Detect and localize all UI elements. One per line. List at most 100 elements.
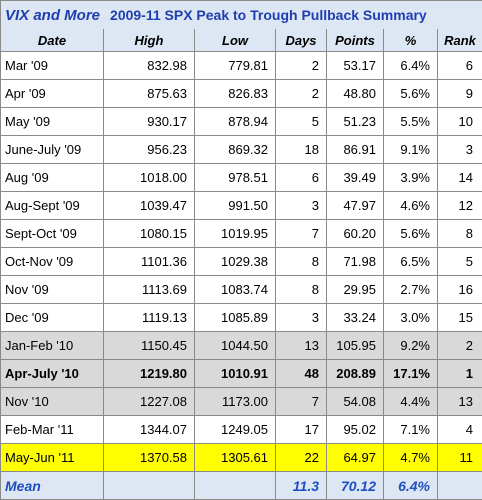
cell-points: 64.97 xyxy=(327,444,384,472)
mean-percent: 6.4% xyxy=(384,472,438,500)
cell-low: 1305.61 xyxy=(195,444,276,472)
mean-days: 11.3 xyxy=(276,472,327,500)
cell-high: 1080.15 xyxy=(104,220,195,248)
cell-percent: 5.6% xyxy=(384,220,438,248)
cell-points: 105.95 xyxy=(327,332,384,360)
cell-points: 33.24 xyxy=(327,304,384,332)
cell-rank: 12 xyxy=(438,192,482,220)
table-title: VIX and More 2009-11 SPX Peak to Trough P… xyxy=(1,1,482,30)
cell-date: Feb-Mar '11 xyxy=(1,416,104,444)
cell-high: 1101.36 xyxy=(104,248,195,276)
cell-date: Jan-Feb '10 xyxy=(1,332,104,360)
cell-high: 1219.80 xyxy=(104,360,195,388)
cell-high: 1344.07 xyxy=(104,416,195,444)
cell-percent: 9.2% xyxy=(384,332,438,360)
cell-points: 208.89 xyxy=(327,360,384,388)
cell-percent: 3.9% xyxy=(384,164,438,192)
cell-points: 71.98 xyxy=(327,248,384,276)
cell-low: 878.94 xyxy=(195,108,276,136)
cell-percent: 17.1% xyxy=(384,360,438,388)
column-header-row: Date High Low Days Points % Rank xyxy=(1,29,482,52)
cell-percent: 4.6% xyxy=(384,192,438,220)
table-title-row: VIX and More 2009-11 SPX Peak to Trough P… xyxy=(1,1,482,30)
cell-date: Mar '09 xyxy=(1,52,104,80)
cell-date: Nov '10 xyxy=(1,388,104,416)
cell-points: 29.95 xyxy=(327,276,384,304)
header-rank: Rank xyxy=(438,29,482,52)
cell-percent: 3.0% xyxy=(384,304,438,332)
cell-days: 17 xyxy=(276,416,327,444)
header-points: Points xyxy=(327,29,384,52)
cell-low: 1044.50 xyxy=(195,332,276,360)
cell-date: Apr '09 xyxy=(1,80,104,108)
cell-rank: 8 xyxy=(438,220,482,248)
cell-date: Dec '09 xyxy=(1,304,104,332)
cell-high: 1113.69 xyxy=(104,276,195,304)
header-date: Date xyxy=(1,29,104,52)
cell-rank: 9 xyxy=(438,80,482,108)
cell-days: 8 xyxy=(276,248,327,276)
mean-high-empty xyxy=(104,472,195,500)
cell-points: 60.20 xyxy=(327,220,384,248)
cell-days: 2 xyxy=(276,80,327,108)
title-brand: VIX and More xyxy=(5,7,100,24)
cell-percent: 6.4% xyxy=(384,52,438,80)
cell-date: Apr-July '10 xyxy=(1,360,104,388)
cell-days: 6 xyxy=(276,164,327,192)
cell-date: Oct-Nov '09 xyxy=(1,248,104,276)
cell-low: 1085.89 xyxy=(195,304,276,332)
title-text: 2009-11 SPX Peak to Trough Pullback Summ… xyxy=(110,7,427,23)
cell-days: 2 xyxy=(276,52,327,80)
cell-rank: 15 xyxy=(438,304,482,332)
cell-percent: 2.7% xyxy=(384,276,438,304)
cell-rank: 16 xyxy=(438,276,482,304)
mean-row: Mean 11.3 70.12 6.4% xyxy=(1,472,482,500)
mean-points: 70.12 xyxy=(327,472,384,500)
cell-low: 1029.38 xyxy=(195,248,276,276)
cell-high: 1018.00 xyxy=(104,164,195,192)
cell-high: 956.23 xyxy=(104,136,195,164)
cell-points: 39.49 xyxy=(327,164,384,192)
cell-rank: 2 xyxy=(438,332,482,360)
cell-rank: 4 xyxy=(438,416,482,444)
cell-date: June-July '09 xyxy=(1,136,104,164)
cell-high: 1119.13 xyxy=(104,304,195,332)
cell-percent: 4.7% xyxy=(384,444,438,472)
cell-rank: 13 xyxy=(438,388,482,416)
header-days: Days xyxy=(276,29,327,52)
cell-points: 47.97 xyxy=(327,192,384,220)
cell-low: 1083.74 xyxy=(195,276,276,304)
cell-points: 48.80 xyxy=(327,80,384,108)
cell-days: 3 xyxy=(276,192,327,220)
mean-label: Mean xyxy=(1,472,104,500)
cell-rank: 10 xyxy=(438,108,482,136)
cell-days: 7 xyxy=(276,220,327,248)
cell-rank: 6 xyxy=(438,52,482,80)
cell-percent: 4.4% xyxy=(384,388,438,416)
cell-days: 22 xyxy=(276,444,327,472)
cell-percent: 6.5% xyxy=(384,248,438,276)
cell-high: 875.63 xyxy=(104,80,195,108)
cell-low: 978.51 xyxy=(195,164,276,192)
cell-high: 832.98 xyxy=(104,52,195,80)
cell-low: 991.50 xyxy=(195,192,276,220)
cell-date: May-Jun '11 xyxy=(1,444,104,472)
header-percent: % xyxy=(384,29,438,52)
cell-days: 48 xyxy=(276,360,327,388)
cell-high: 1370.58 xyxy=(104,444,195,472)
cell-percent: 5.6% xyxy=(384,80,438,108)
